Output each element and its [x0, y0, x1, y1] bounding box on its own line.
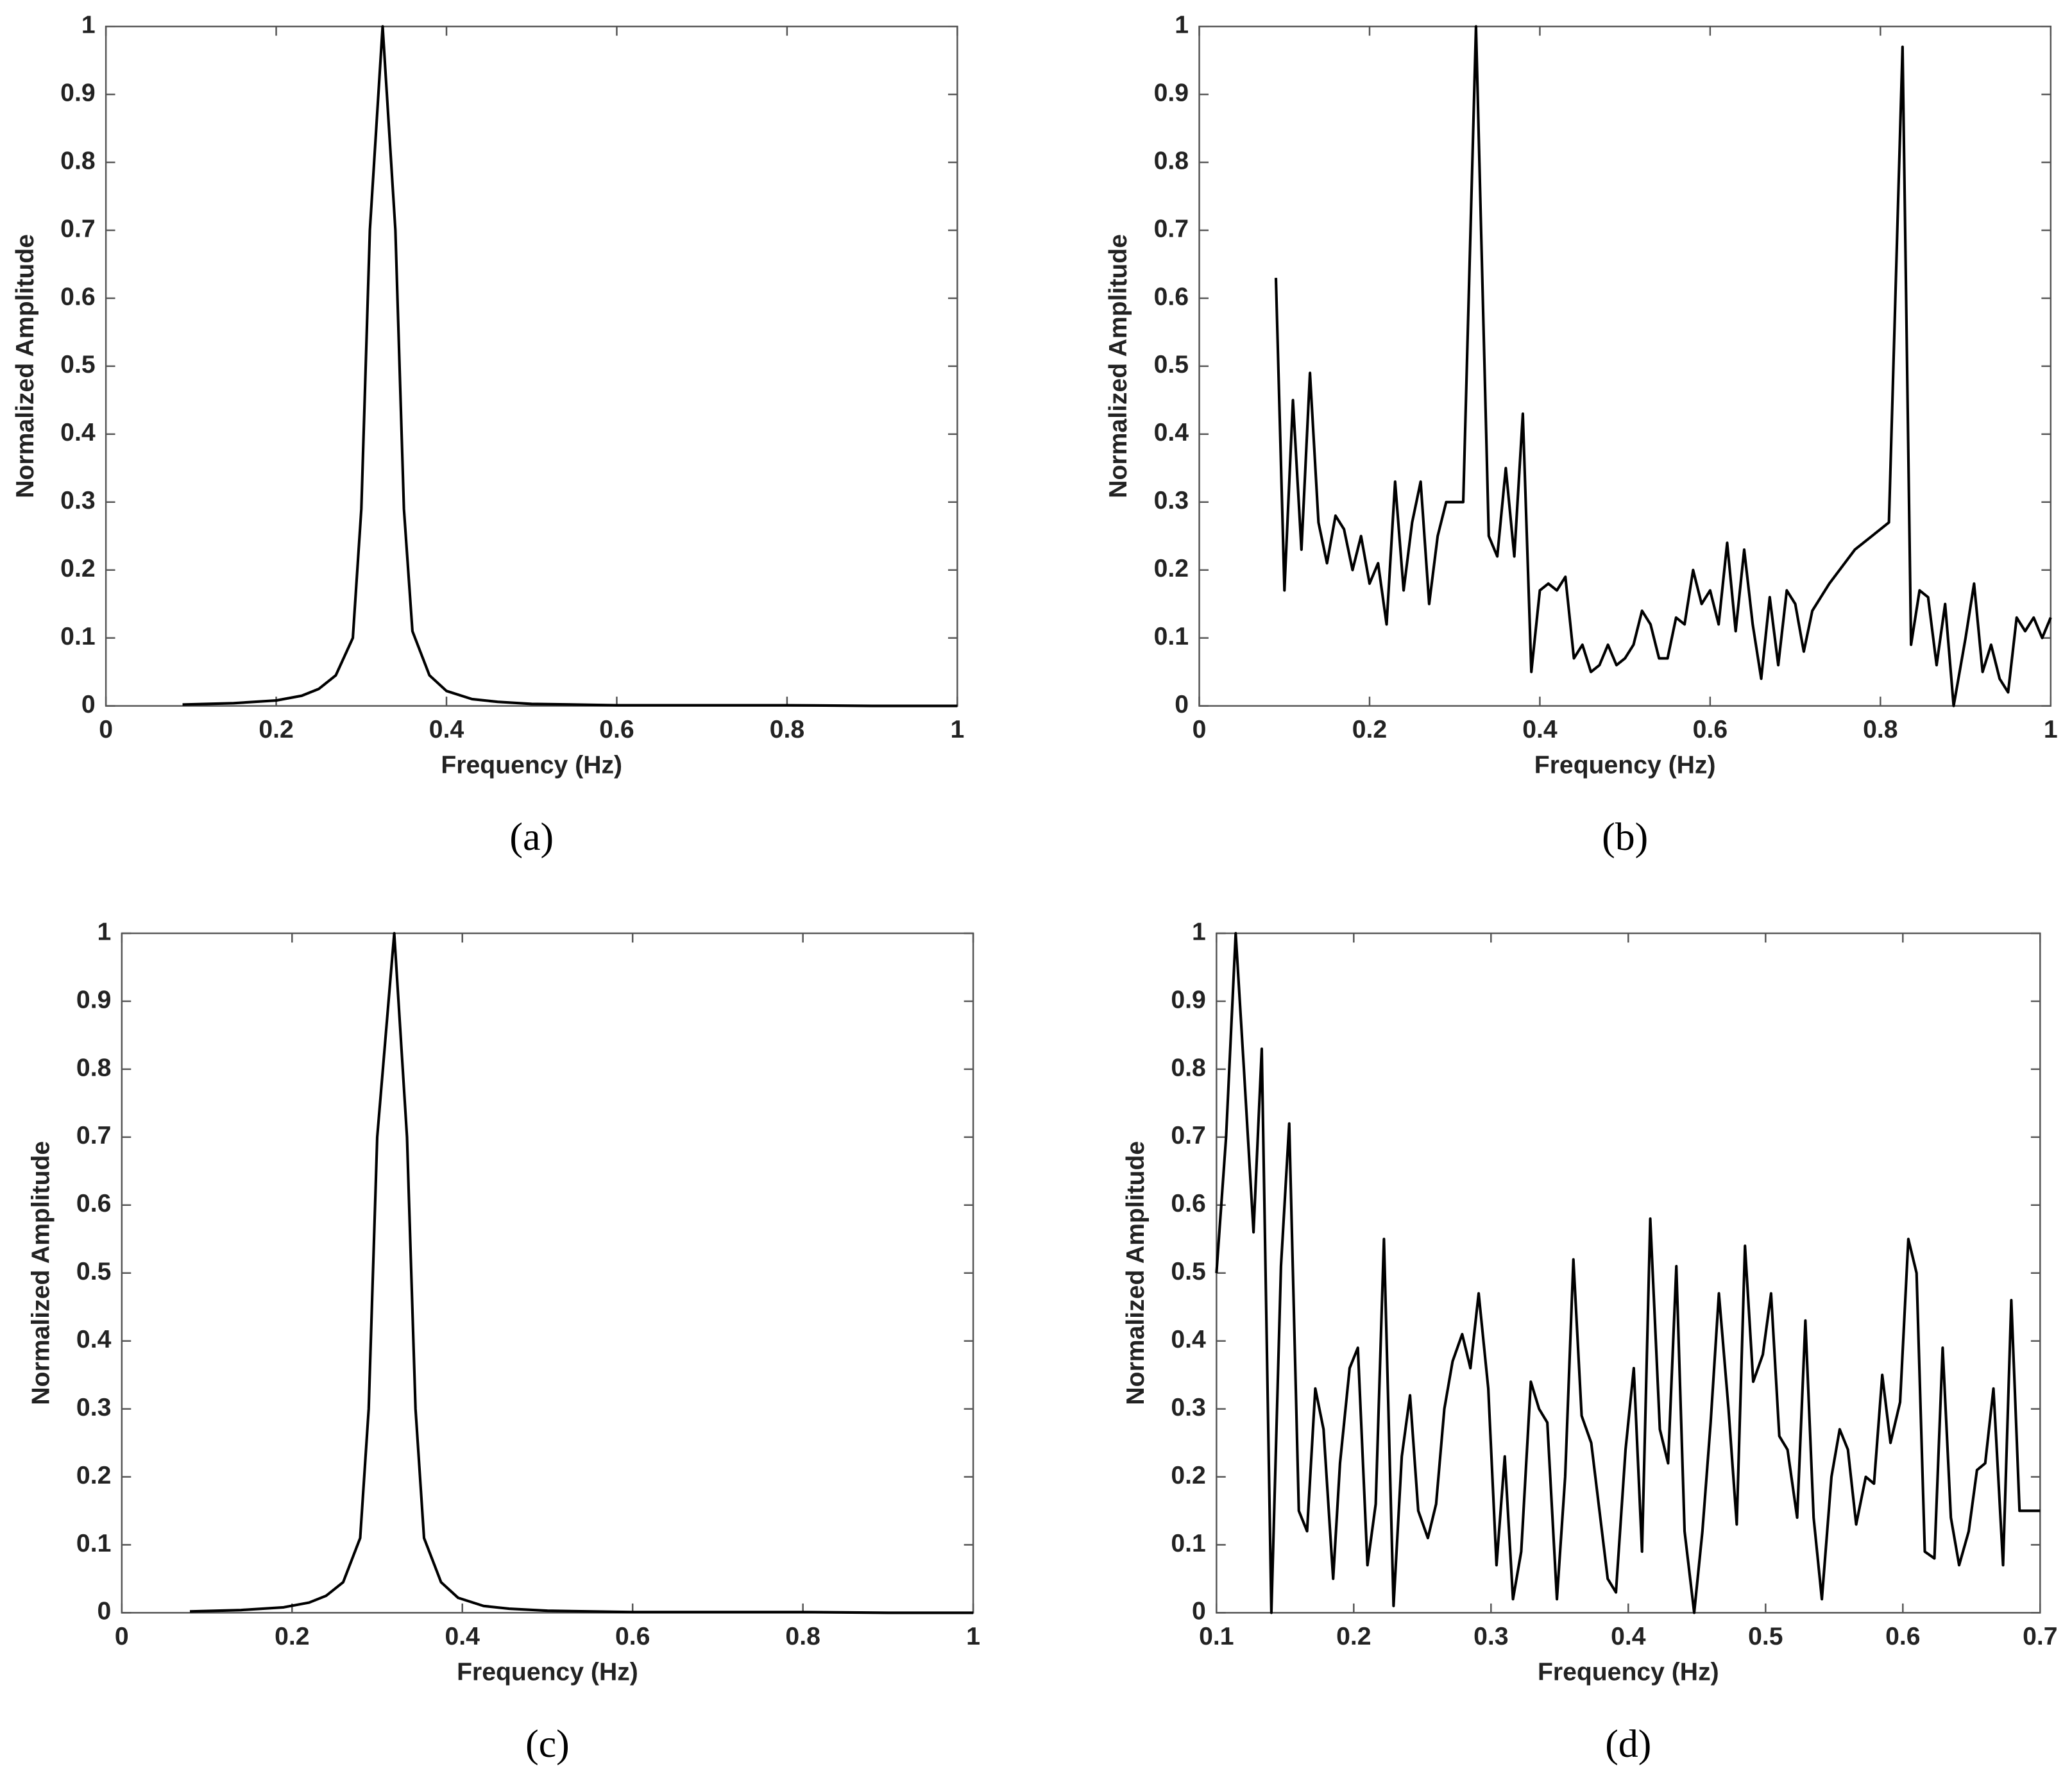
- x-tick-label: 0.3: [1473, 1623, 1508, 1650]
- y-tick-label: 1: [81, 12, 96, 39]
- x-tick-label: 0: [99, 716, 113, 743]
- y-tick-label: 0.1: [1154, 623, 1189, 650]
- x-tick-label: 0.8: [1863, 716, 1898, 743]
- y-tick-label: 0.2: [60, 555, 95, 582]
- y-tick-label: 0.4: [60, 419, 96, 446]
- caption: (d): [1605, 1722, 1651, 1766]
- y-tick-label: 0.6: [60, 283, 95, 310]
- y-tick-label: 0.3: [60, 487, 95, 514]
- x-tick-label: 0.6: [615, 1623, 650, 1650]
- y-tick-label: 0.3: [1171, 1394, 1205, 1421]
- x-tick-label: 0.4: [445, 1623, 480, 1650]
- plot-area: [105, 25, 958, 707]
- x-tick-label: 0.6: [1693, 716, 1728, 743]
- data-line: [1215, 931, 2041, 1614]
- y-tick-label: 0.2: [1154, 555, 1189, 582]
- y-tick-label: 0.5: [1171, 1258, 1205, 1285]
- chart-panel: 0 0.1 0.2 0.3 0.4 0.5 0.6 0.7 0.8 0.9 1 0 0.2 0.4 0.6 0…: [1105, 12, 2057, 859]
- y-tick-label: 0.9: [1171, 986, 1205, 1013]
- y-axis-label: Normalized Amplitude: [1105, 234, 1132, 498]
- plot-area: [1198, 25, 2052, 707]
- x-tick-label: 0: [1193, 716, 1207, 743]
- x-tick-label: 1: [966, 1623, 980, 1650]
- caption: (a): [509, 815, 554, 859]
- y-tick-label: 0.4: [1154, 419, 1189, 446]
- x-tick-label: 0: [115, 1623, 129, 1650]
- x-tick-label: 0.8: [785, 1623, 820, 1650]
- y-tick-label: 0.9: [76, 986, 111, 1013]
- x-tick-label: 0.2: [259, 716, 293, 743]
- plot-area: [1216, 932, 2041, 1614]
- chart-panel: 0 0.1 0.2 0.3 0.4 0.5 0.6 0.7 0.8 0.9 1 0 0.2 0.4 0.6 0…: [12, 12, 964, 859]
- x-tick-label: 0.4: [429, 716, 464, 743]
- chart-panel: 00.10.20.30.40.50.60.70.80.910.1 0.2 0.3 0.…: [1122, 918, 2058, 1765]
- y-tick-label: 0.6: [1154, 283, 1189, 310]
- y-tick-label: 0.2: [1171, 1462, 1205, 1489]
- y-tick-label: 0: [98, 1598, 112, 1625]
- x-tick-label: 1: [2044, 716, 2058, 743]
- y-tick-label: 0.9: [60, 79, 95, 106]
- y-tick-label: 0.8: [1171, 1054, 1205, 1081]
- y-tick-label: 0.7: [76, 1122, 111, 1149]
- y-tick-label: 0.4: [1171, 1326, 1206, 1353]
- x-tick-label: 0.2: [275, 1623, 309, 1650]
- y-tick-label: 0.5: [76, 1258, 111, 1285]
- plot-area: [121, 932, 974, 1614]
- x-tick-label: 0.6: [1885, 1623, 1920, 1650]
- x-tick-label: 0.1: [1199, 1623, 1234, 1650]
- data-line: [189, 931, 974, 1614]
- caption: (b): [1602, 815, 1648, 859]
- x-tick-label: 0.4: [1522, 716, 1558, 743]
- y-tick-label: 0.2: [76, 1462, 111, 1489]
- x-axis-label: Frequency (Hz): [457, 1659, 638, 1686]
- y-tick-label: 0.9: [1154, 79, 1189, 106]
- x-tick-label: 0.8: [770, 716, 804, 743]
- y-tick-label: 0.3: [1154, 487, 1189, 514]
- y-tick-label: 0.5: [1154, 351, 1189, 378]
- y-tick-label: 1: [1192, 918, 1206, 945]
- y-tick-label: 0.1: [60, 623, 95, 650]
- y-tick-label: 0.6: [1171, 1190, 1205, 1217]
- y-axis-label: Normalized Amplitude: [1122, 1141, 1150, 1405]
- y-tick-label: 0.4: [76, 1326, 112, 1353]
- caption: (c): [525, 1722, 570, 1766]
- x-tick-label: 0.2: [1336, 1623, 1371, 1650]
- y-axis-label: Normalized Amplitude: [12, 234, 39, 498]
- y-tick-label: 0: [1175, 691, 1189, 718]
- y-tick-label: 0.3: [76, 1394, 111, 1421]
- y-tick-label: 0.5: [60, 351, 95, 378]
- x-axis-label: Frequency (Hz): [441, 752, 622, 779]
- chart-panel: 0 0.1 0.2 0.3 0.4 0.5 0.6 0.7 0.8 0.9 1 0 0.2 0.4 0.6 0…: [28, 918, 980, 1765]
- y-axis-label: Normalized Amplitude: [28, 1141, 55, 1405]
- x-tick-label: 1: [950, 716, 964, 743]
- y-tick-label: 0.7: [60, 215, 95, 242]
- x-tick-label: 0.6: [599, 716, 634, 743]
- y-tick-label: 0.1: [1171, 1530, 1205, 1557]
- y-tick-label: 0.7: [1171, 1122, 1205, 1149]
- y-tick-label: 0.6: [76, 1190, 111, 1217]
- x-tick-label: 0.5: [1748, 1623, 1783, 1650]
- data-line: [182, 25, 958, 707]
- y-tick-label: 1: [1175, 12, 1189, 39]
- x-tick-label: 0.2: [1352, 716, 1387, 743]
- y-tick-label: 0: [81, 691, 96, 718]
- y-tick-label: 0.8: [76, 1054, 111, 1081]
- x-tick-label: 0.7: [2023, 1623, 2057, 1650]
- x-axis-label: Frequency (Hz): [1534, 752, 1716, 779]
- y-tick-label: 0.1: [76, 1530, 111, 1557]
- y-tick-label: 0.8: [60, 147, 95, 174]
- y-tick-label: 1: [98, 918, 112, 945]
- y-tick-label: 0.8: [1154, 147, 1189, 174]
- x-axis-label: Frequency (Hz): [1538, 1659, 1719, 1686]
- y-tick-label: 0.7: [1154, 215, 1189, 242]
- data-line: [1274, 25, 2052, 707]
- y-tick-label: 0: [1192, 1598, 1206, 1625]
- x-tick-label: 0.4: [1611, 1623, 1646, 1650]
